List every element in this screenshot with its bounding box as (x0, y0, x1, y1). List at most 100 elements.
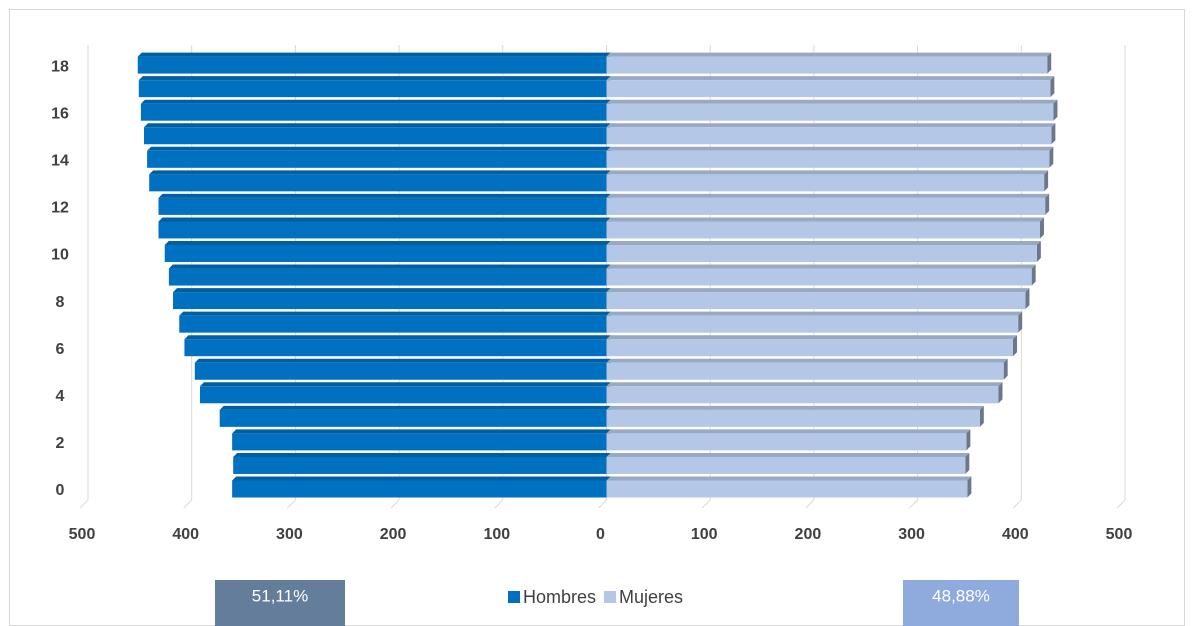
bar (606, 221, 1040, 239)
y-tick-label: 4 (56, 388, 65, 405)
bar-side (1047, 52, 1052, 74)
bar-side (979, 405, 984, 427)
bar (606, 409, 980, 427)
bar-top (232, 476, 611, 481)
bar (164, 245, 607, 262)
annotation-text: 48,88% (932, 586, 990, 605)
y-tick-label: 18 (51, 58, 69, 75)
bar (168, 268, 607, 286)
grid-floor (183, 499, 193, 509)
bar-top (158, 217, 611, 222)
bar (606, 480, 968, 498)
bar-side (1003, 358, 1008, 380)
bar-top (606, 170, 1049, 175)
grid-floor (805, 499, 815, 509)
bar-top (184, 335, 611, 340)
grid-floor (287, 499, 296, 509)
bar-side (966, 429, 971, 451)
bar-side (1039, 217, 1044, 239)
bar (606, 197, 1046, 215)
grid-floor (701, 499, 711, 509)
bar-top (606, 382, 1003, 387)
y-tick-label: 10 (51, 247, 69, 264)
bar (606, 268, 1032, 286)
bar (606, 362, 1004, 380)
grid-floor (1116, 499, 1126, 509)
bar-top (140, 99, 611, 104)
bar-top (606, 311, 1023, 316)
bar-top (606, 335, 1018, 340)
bar-top (606, 217, 1044, 222)
bar-top (147, 146, 611, 151)
bar-top (606, 264, 1036, 269)
bar-top (606, 52, 1052, 57)
bar-top (143, 123, 611, 128)
legend-label: Mujeres (619, 587, 683, 607)
bar (606, 245, 1037, 262)
bar (158, 221, 607, 239)
x-tick-label: 500 (1106, 526, 1133, 543)
bar-top (232, 429, 611, 434)
bar-top (606, 358, 1008, 363)
bar (606, 80, 1051, 98)
grid-floor (494, 499, 504, 509)
bar-side (1025, 288, 1030, 310)
bar (147, 150, 607, 168)
bar-side (998, 382, 1003, 404)
bar-top (168, 264, 611, 269)
bar-top (233, 452, 611, 457)
bar (184, 339, 607, 357)
bar (606, 103, 1054, 121)
bar (199, 386, 607, 404)
bar-top (179, 311, 611, 316)
x-tick-label: 0 (596, 526, 605, 543)
y-tick-label: 0 (56, 482, 65, 499)
bar (158, 197, 607, 215)
bar-top (606, 429, 971, 434)
bar-side (1013, 335, 1018, 357)
grid-floor (79, 499, 89, 509)
bar-top (158, 193, 611, 198)
bar (194, 362, 607, 380)
x-tick-label: 200 (380, 526, 407, 543)
bar-side (1049, 146, 1054, 168)
bar-side (1036, 241, 1041, 262)
bar (606, 315, 1019, 333)
bar-top (149, 170, 611, 175)
bar (143, 127, 607, 145)
bar (138, 80, 607, 98)
bar-side (967, 476, 972, 498)
bar-side (1050, 76, 1055, 98)
bar (232, 480, 607, 498)
y-tick-label: 16 (51, 105, 69, 122)
bar (606, 127, 1052, 145)
bar-side (965, 452, 970, 474)
bar-top (606, 288, 1030, 293)
x-tick-label: 100 (483, 526, 510, 543)
bar-side (1018, 311, 1023, 333)
bar (219, 409, 607, 427)
bar-side (1031, 264, 1036, 286)
x-tick-label: 400 (172, 526, 199, 543)
bar-side (1051, 123, 1056, 145)
annotation-box (215, 580, 345, 626)
bar-top (164, 241, 611, 245)
bar-top (606, 193, 1050, 198)
bar-top (606, 76, 1055, 81)
bar-top (606, 476, 972, 481)
bar-top (606, 146, 1054, 151)
bar-side (1044, 170, 1049, 192)
x-tick-label: 400 (1002, 526, 1029, 543)
bar (173, 292, 607, 310)
annotation-box (903, 580, 1019, 626)
bar (606, 386, 999, 404)
bar (606, 292, 1026, 310)
bar (606, 150, 1050, 168)
y-tick-label: 2 (56, 435, 65, 452)
x-tick-label: 200 (795, 526, 822, 543)
bar (606, 456, 966, 474)
bar (149, 174, 607, 192)
bar (606, 433, 967, 451)
legend-swatch (604, 591, 617, 603)
